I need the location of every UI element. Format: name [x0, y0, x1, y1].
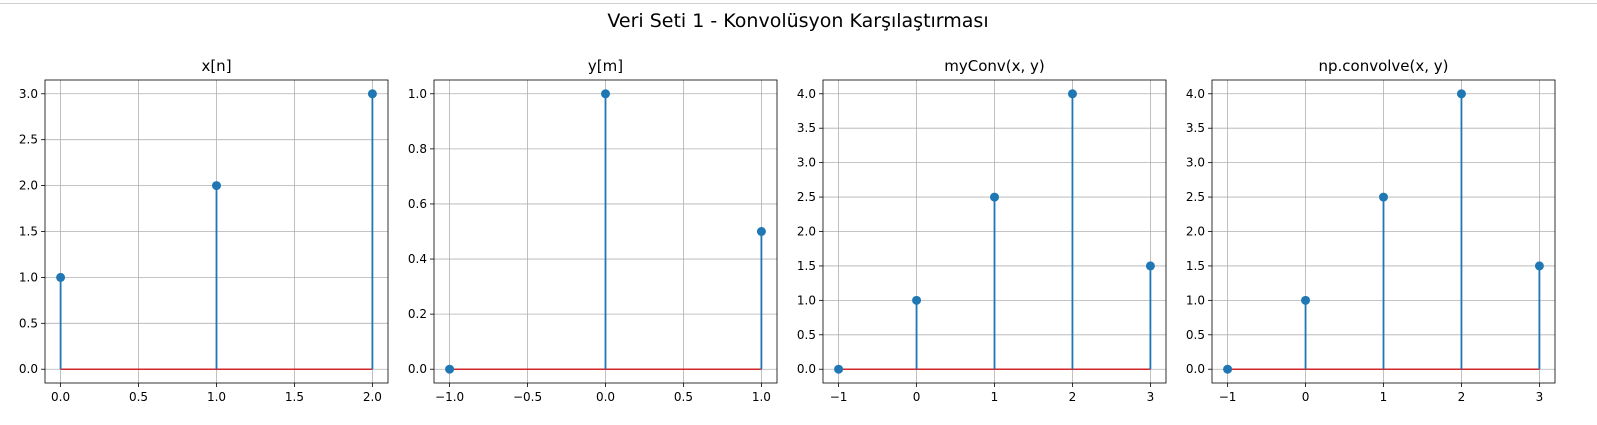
x-tick-label: −1.0 — [435, 390, 464, 404]
y-tick-label: 0.0 — [1186, 362, 1205, 376]
figure-suptitle: Veri Seti 1 - Konvolüsyon Karşılaştırmas… — [607, 10, 988, 32]
top-border-line — [0, 3, 1597, 4]
y-tick-label: 2.0 — [1186, 225, 1205, 239]
stem-marker — [445, 364, 455, 374]
y-tick-label: 2.0 — [19, 179, 38, 193]
x-tick-label: 1.0 — [752, 390, 771, 404]
stem-marker — [1456, 89, 1466, 99]
y-tick-label: 0.4 — [408, 252, 427, 266]
x-tick-label: −0.5 — [513, 390, 542, 404]
axes-frame — [1211, 79, 1556, 384]
x-tick-label: 0.5 — [674, 390, 693, 404]
x-tick-label: 1.5 — [285, 390, 304, 404]
stem-marker — [601, 89, 610, 99]
x-tick-label: 0.0 — [596, 390, 615, 404]
y-tick-label: 3.0 — [797, 156, 816, 170]
subplot-panels: 0.0 0.5 1.0 1.5 2.0 0.0 0.5 1.0 1.5 2.0 2.5 3.0 x[n]… — [19, 57, 1556, 404]
stem-marker — [1534, 261, 1544, 271]
stem-marker — [56, 272, 66, 282]
stem-marker — [756, 227, 766, 236]
x-tick-label: 1 — [991, 390, 999, 404]
y-tick-label: 4.0 — [1186, 87, 1205, 101]
axes-frame — [44, 79, 389, 384]
stem-marker — [1301, 295, 1311, 305]
y-tick-label: 1.5 — [19, 225, 38, 239]
stem-marker — [1145, 261, 1155, 271]
y-tick-label: 2.5 — [19, 133, 38, 147]
y-tick-label: 3.0 — [1186, 156, 1205, 170]
stem-marker — [912, 295, 922, 305]
stem-marker — [367, 89, 377, 99]
y-tick-label: 0.2 — [408, 307, 427, 321]
stem-marker — [990, 192, 999, 202]
y-tick-label: 0.8 — [408, 142, 427, 156]
subplot-title: y[m] — [588, 57, 623, 75]
subplot-2: −1.0 −0.5 0.0 0.5 1.0 0.0 0.2 0.4 0.6 0.8 1.0 y[m] — [408, 57, 778, 404]
y-tick-label: 1.5 — [1186, 259, 1205, 273]
stem-marker — [1379, 192, 1388, 202]
y-tick-label: 3.5 — [1186, 121, 1205, 135]
axes-frame — [822, 79, 1167, 384]
y-tick-label: 0.0 — [19, 362, 38, 376]
stem-marker — [834, 364, 844, 374]
y-tick-label: 1.5 — [797, 259, 816, 273]
y-tick-label: 0.5 — [797, 328, 816, 342]
x-tick-label: 1 — [1380, 390, 1388, 404]
x-tick-label: 3 — [1536, 390, 1544, 404]
x-tick-label: 0.0 — [51, 390, 70, 404]
axes-frame — [433, 79, 778, 384]
stem-marker — [1067, 89, 1077, 99]
y-tick-label: 0.6 — [408, 197, 427, 211]
y-tick-label: 1.0 — [19, 270, 38, 284]
y-tick-label: 2.5 — [797, 190, 816, 204]
subplot-1: 0.0 0.5 1.0 1.5 2.0 0.0 0.5 1.0 1.5 2.0 2.5 3.0 x[n] — [19, 57, 389, 404]
subplot-title: np.convolve(x, y) — [1318, 57, 1448, 75]
x-tick-label: 0 — [913, 390, 921, 404]
y-tick-label: 0.0 — [797, 362, 816, 376]
y-tick-label: 1.0 — [408, 87, 427, 101]
subplot-3: −1 0 1 2 3 0.0 0.5 1.0 1.5 2.0 2.5 3.0 3.5 4.0 myConv(… — [797, 57, 1167, 404]
stem-marker — [212, 181, 221, 191]
y-tick-label: 0.0 — [408, 362, 427, 376]
x-tick-label: −1 — [830, 390, 848, 404]
x-tick-label: 2 — [1069, 390, 1077, 404]
y-tick-label: 1.0 — [1186, 293, 1205, 307]
y-tick-label: 0.5 — [19, 316, 38, 330]
x-tick-label: 2.0 — [363, 390, 382, 404]
x-tick-label: 2 — [1458, 390, 1466, 404]
y-tick-label: 3.0 — [19, 87, 38, 101]
x-tick-label: 1.0 — [207, 390, 226, 404]
y-tick-label: 4.0 — [797, 87, 816, 101]
subplot-title: myConv(x, y) — [944, 57, 1045, 75]
subplot-title: x[n] — [201, 57, 231, 75]
x-tick-label: −1 — [1219, 390, 1237, 404]
y-tick-label: 3.5 — [797, 121, 816, 135]
y-tick-label: 2.5 — [1186, 190, 1205, 204]
x-tick-label: 0 — [1302, 390, 1310, 404]
y-tick-label: 1.0 — [797, 293, 816, 307]
y-tick-label: 2.0 — [797, 225, 816, 239]
subplot-4: −1 0 1 2 3 0.0 0.5 1.0 1.5 2.0 2.5 3.0 3.5 4.0 np.conv… — [1186, 57, 1556, 404]
x-tick-label: 0.5 — [129, 390, 148, 404]
y-tick-label: 0.5 — [1186, 328, 1205, 342]
stem-marker — [1223, 364, 1233, 374]
x-tick-label: 3 — [1147, 390, 1155, 404]
